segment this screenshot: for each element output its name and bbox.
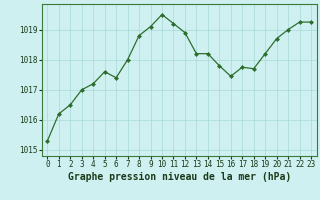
X-axis label: Graphe pression niveau de la mer (hPa): Graphe pression niveau de la mer (hPa): [68, 172, 291, 182]
